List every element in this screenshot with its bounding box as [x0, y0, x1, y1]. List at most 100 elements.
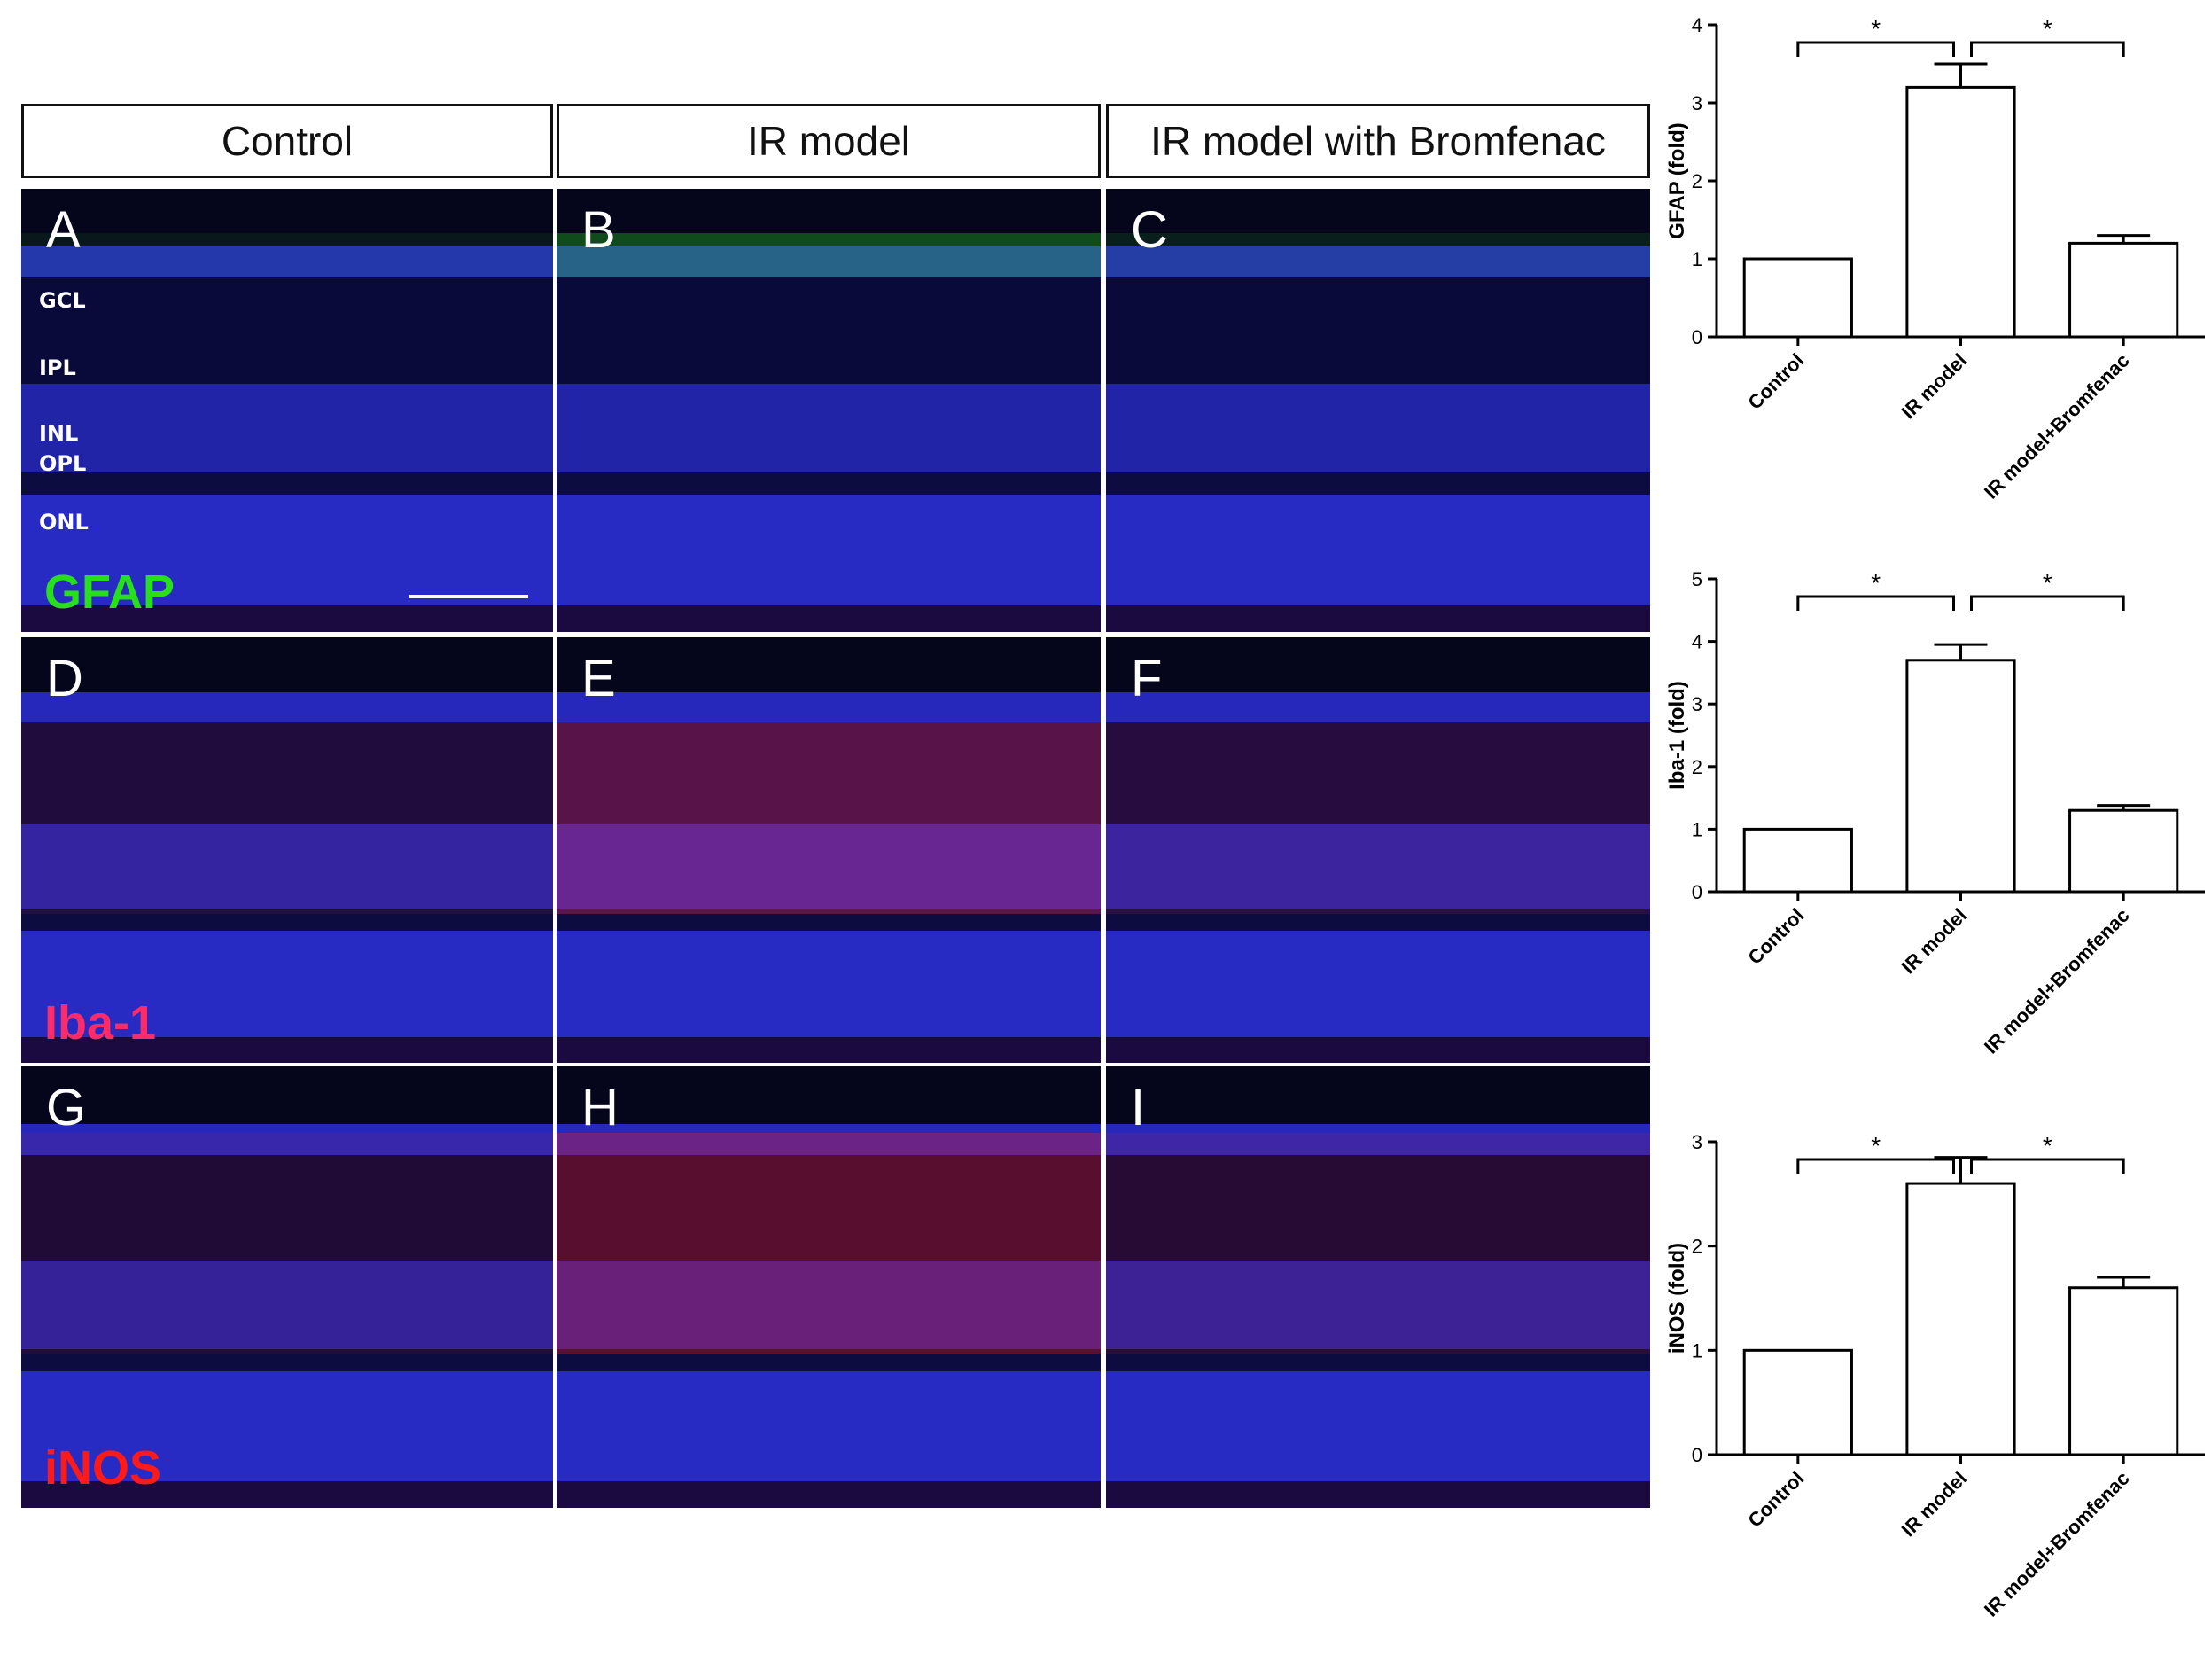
y-tick-label: 0 — [1692, 881, 1702, 903]
bar — [1742, 257, 1853, 339]
gfap-bar-chart: 0 1 2 3 4 GFAP (fold) Control IR model IR model+… — [1665, 14, 2205, 504]
micrograph-panel: C — [1106, 189, 1650, 632]
y-tick-label: 1 — [1692, 1339, 1702, 1362]
column-header-ir-bromfenac: IR model with Bromfenac — [1106, 104, 1650, 178]
retinal-layer-band — [557, 472, 1101, 495]
micrograph-panel: I — [1106, 1066, 1650, 1508]
layer-label-onl: ONL — [39, 510, 89, 535]
panel-letter: C — [1131, 201, 1168, 259]
retinal-layer-band — [21, 931, 553, 1038]
y-axis-label: GFAP (fold) — [1665, 122, 1689, 239]
retinal-layer-band — [1106, 692, 1650, 722]
y-tick-label: 3 — [1692, 1131, 1702, 1153]
panel-letter: A — [46, 201, 81, 259]
panel-letter: B — [581, 201, 616, 259]
stain-label: iNOS — [44, 1441, 162, 1495]
y-tick-label: 2 — [1692, 1236, 1702, 1258]
x-tick-label: IR model+Bromfenac — [1980, 904, 2134, 1058]
bar — [1905, 1182, 2016, 1456]
significance-bracket — [1796, 41, 1955, 57]
retinal-layer-band — [1106, 824, 1650, 910]
retinal-layer-band — [557, 384, 1101, 472]
retinal-layer-band — [557, 1037, 1101, 1063]
y-tick-label: 3 — [1692, 693, 1702, 715]
retinal-layer-band — [1106, 909, 1650, 932]
micrograph-panel: B — [557, 189, 1101, 632]
y-tick-label: 1 — [1692, 818, 1702, 840]
retinal-layer-band — [1106, 1348, 1650, 1371]
panel-letter: G — [46, 1079, 87, 1136]
stain-label: Iba-1 — [44, 996, 157, 1050]
bar — [1905, 659, 2016, 894]
retinal-layer-band — [557, 246, 1101, 277]
layer-label-gcl: GCL — [39, 288, 86, 313]
retinal-layer-band — [21, 246, 553, 277]
bar — [1905, 85, 2016, 339]
significance-star: * — [1871, 15, 1881, 43]
retinal-layer-band — [1106, 931, 1650, 1038]
panel-letter: H — [581, 1079, 619, 1136]
retinal-layer-band — [21, 909, 553, 932]
retinal-layer-band — [557, 909, 1101, 932]
retinal-layer-band — [21, 1123, 553, 1155]
retinal-layer-band — [21, 277, 553, 384]
y-tick-label: 5 — [1692, 568, 1702, 590]
significance-star: * — [2043, 569, 2052, 597]
bar — [2068, 1286, 2179, 1456]
retinal-layer-band — [557, 1370, 1101, 1482]
retinal-layer-band — [21, 1348, 553, 1371]
retinal-layer-band — [21, 1037, 553, 1063]
micrograph-panel: A GFAP GCL IPL INL OPL ONL — [21, 189, 553, 632]
retinal-layer-band — [1106, 1154, 1650, 1261]
retinal-layer-band — [1106, 722, 1650, 825]
bar — [2068, 808, 2179, 894]
retinal-layer-band — [1106, 1481, 1650, 1508]
x-tick-label: IR model+Bromfenac — [1980, 1467, 2134, 1621]
retinal-layer-band — [21, 1370, 553, 1482]
significance-star: * — [1871, 1132, 1881, 1159]
significance-bracket — [1970, 1158, 2125, 1174]
y-tick-label: 4 — [1692, 631, 1702, 653]
retinal-layer-band — [557, 1481, 1101, 1508]
significance-star: * — [2043, 1132, 2052, 1159]
layer-label-opl: OPL — [39, 451, 87, 476]
retinal-layer-band — [1106, 1037, 1650, 1063]
stain-signal-gfap — [1106, 233, 1650, 277]
column-header-ir-model: IR model — [557, 104, 1101, 178]
retinal-layer-band — [1106, 472, 1650, 495]
micrograph-panel: E — [557, 637, 1101, 1063]
retinal-layer-band — [557, 605, 1101, 632]
retinal-layer-band — [21, 472, 553, 495]
x-tick-label: Control — [1743, 1467, 1808, 1532]
significance-bracket — [1796, 1158, 1955, 1174]
retinal-layer-band — [21, 605, 553, 632]
panel-letter: F — [1131, 650, 1163, 707]
y-tick-label: 4 — [1692, 14, 1702, 36]
retinal-layer-band — [21, 824, 553, 910]
retinal-layer-band — [1106, 384, 1650, 472]
panel-letter: I — [1131, 1079, 1146, 1136]
retinal-layer-band — [557, 277, 1101, 384]
bar — [2068, 241, 2179, 339]
stain-signal-gfap — [21, 233, 553, 277]
retinal-layer-band — [21, 692, 553, 722]
stain-signal-iba-1 — [1106, 722, 1650, 914]
stain-signal-iba-1 — [557, 722, 1101, 914]
stain-signal-inos — [557, 1132, 1101, 1354]
stain-signal-iba-1 — [21, 722, 553, 914]
retinal-layer-band — [21, 722, 553, 825]
x-tick-label: IR model — [1897, 349, 1971, 423]
inos-bar-chart: 0 1 2 3 iNOS (fold) Control IR model IR model+B… — [1665, 1131, 2205, 1621]
micrograph-panel: D Iba-1 — [21, 637, 553, 1063]
retinal-layer-band — [557, 1261, 1101, 1349]
significance-bracket — [1970, 41, 2125, 57]
stain-label: GFAP — [44, 566, 175, 619]
retinal-layer-band — [1106, 1261, 1650, 1349]
retinal-layer-band — [557, 1154, 1101, 1261]
y-tick-label: 0 — [1692, 326, 1702, 348]
panel-letter: D — [46, 650, 83, 707]
x-tick-label: IR model — [1897, 904, 1971, 978]
stain-signal-gfap — [557, 233, 1101, 277]
